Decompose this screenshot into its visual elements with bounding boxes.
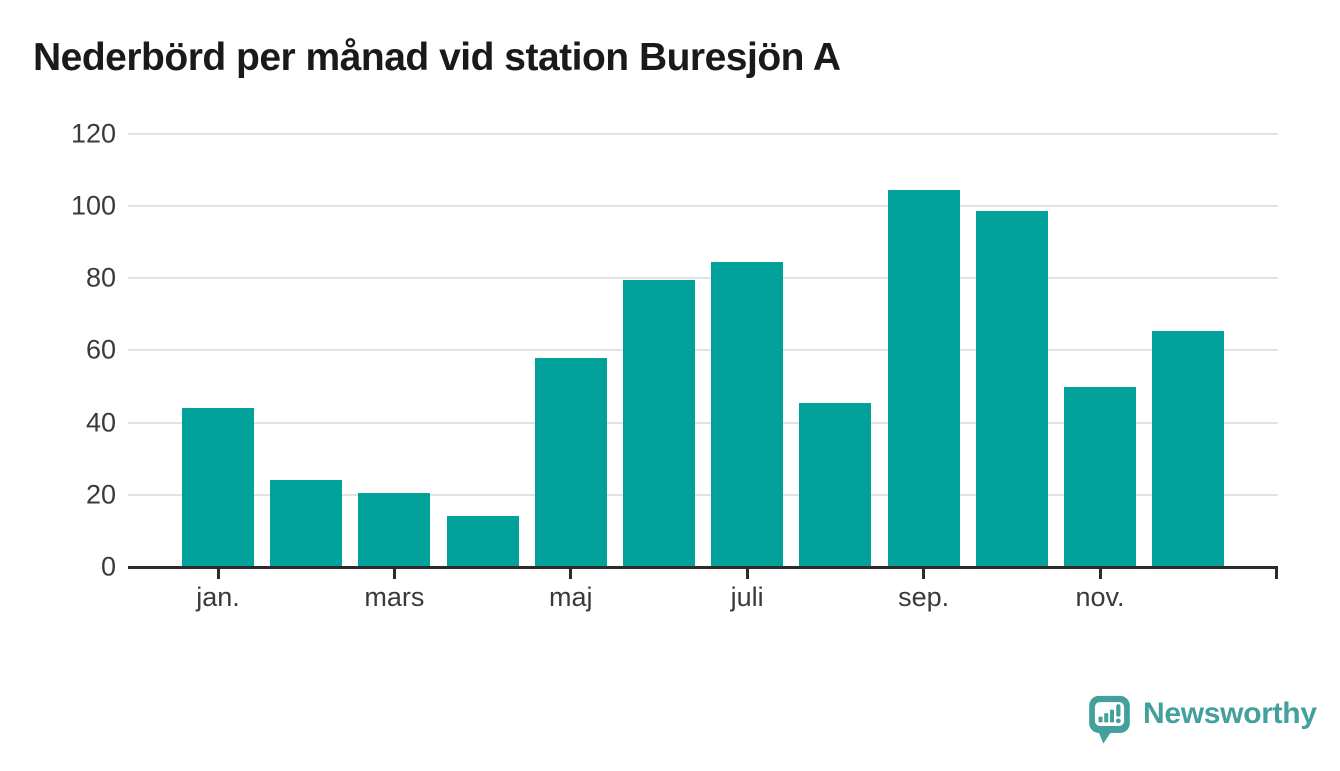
x-tick-juli xyxy=(745,569,749,579)
newsworthy-logo-icon xyxy=(1089,695,1130,744)
bar-dec. xyxy=(1152,330,1225,567)
x-tick-label-jan: jan. xyxy=(196,582,240,612)
bar-mars xyxy=(358,492,431,567)
gridline-y-80 xyxy=(128,277,1278,280)
newsworthy-logo[interactable]: Newsworthy xyxy=(1083,691,1317,745)
y-tick-label-80: 80 xyxy=(85,262,116,293)
bar-aug. xyxy=(799,402,872,567)
bar-juli xyxy=(711,261,784,567)
chart-title: Nederbörd per månad vid station Buresjön… xyxy=(33,36,841,79)
x-tick-label-juli: juli xyxy=(730,582,764,612)
x-tick-nov xyxy=(1098,569,1102,579)
x-tick-label-sep: sep. xyxy=(898,582,950,612)
x-tick-sep xyxy=(922,569,926,579)
x-tick-jan xyxy=(216,569,220,579)
bar-okt. xyxy=(975,211,1048,567)
bar-juni xyxy=(623,280,695,567)
x-tick-mars xyxy=(392,569,396,579)
bar-jan. xyxy=(182,408,254,567)
gridline-y-100 xyxy=(128,205,1278,207)
y-tick-label-100: 100 xyxy=(70,190,116,221)
bar-sep. xyxy=(887,189,960,567)
bar-apr. xyxy=(446,516,519,567)
y-tick-label-20: 20 xyxy=(85,479,116,510)
x-tick-label-nov: nov. xyxy=(1075,582,1125,612)
bar-maj xyxy=(534,357,607,567)
y-tick-label-60: 60 xyxy=(85,334,116,365)
gridline-y-40 xyxy=(128,421,1278,424)
y-tick-label-120: 120 xyxy=(70,118,116,149)
x-tick-maj xyxy=(569,569,573,579)
bar-nov. xyxy=(1064,386,1136,567)
newsworthy-logo-text: Newsworthy xyxy=(1143,697,1317,730)
y-tick-label-40: 40 xyxy=(85,407,116,438)
gridline-y-60 xyxy=(128,349,1278,352)
x-tick-label-mars: mars xyxy=(364,582,425,612)
x-axis-end-tick xyxy=(1275,566,1278,579)
x-tick-label-maj: maj xyxy=(549,582,593,612)
x-axis-line xyxy=(128,566,1278,569)
gridline-y-120 xyxy=(128,132,1278,135)
gridline-y-20 xyxy=(128,493,1278,496)
bar-feb. xyxy=(270,480,343,567)
y-tick-label-0: 0 xyxy=(100,551,116,582)
